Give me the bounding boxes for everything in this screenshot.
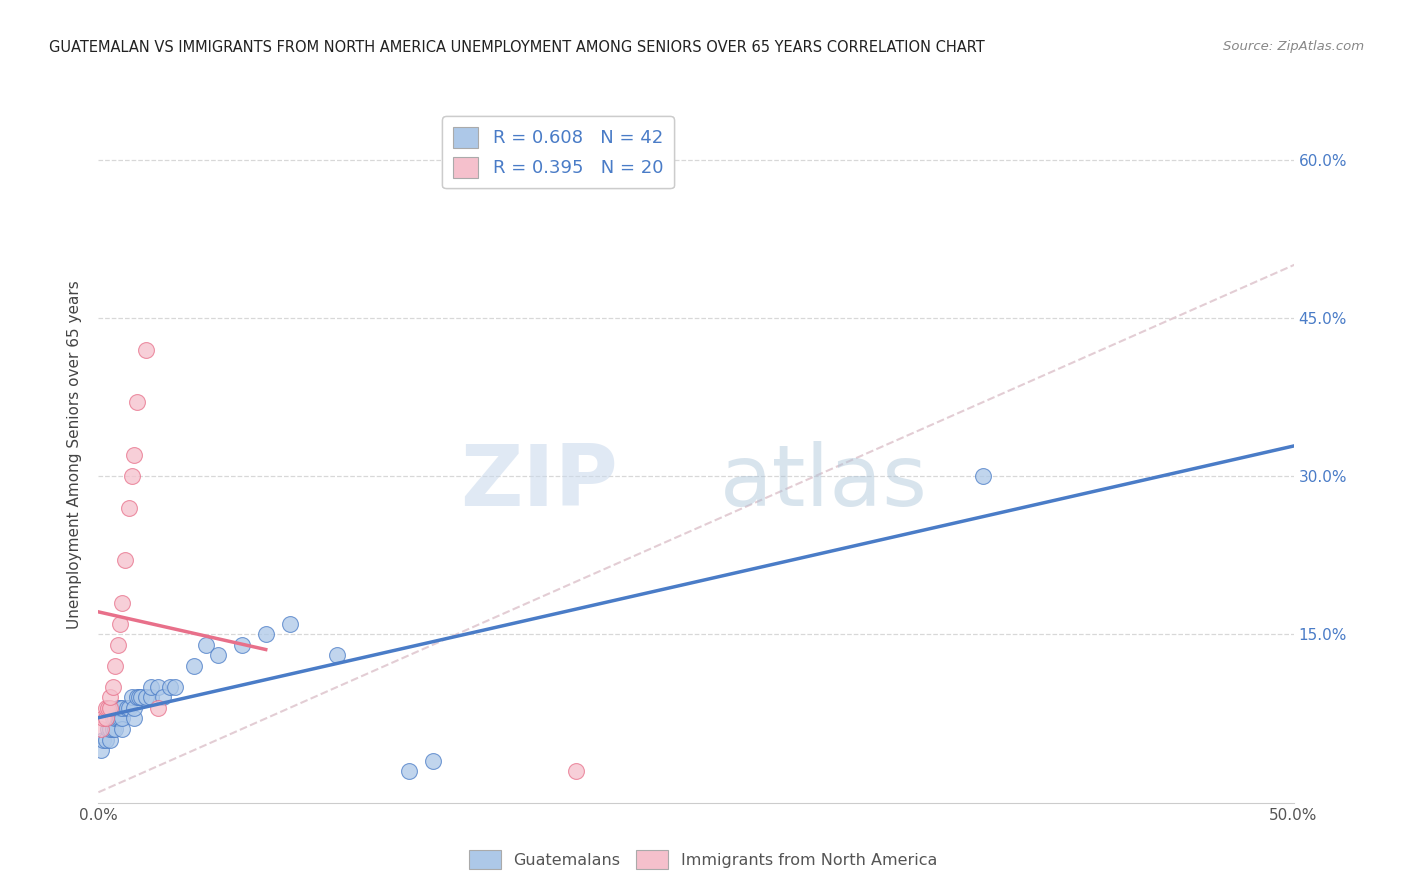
Point (152, 690, 174, 705)
Point (111, 595, 134, 609)
Point (111, 722, 134, 736)
Point (231, 638, 253, 652)
Point (148, 680, 170, 694)
Point (163, 680, 186, 694)
Legend: R = 0.608   N = 42, R = 0.395   N = 20: R = 0.608 N = 42, R = 0.395 N = 20 (441, 116, 673, 188)
Point (398, 764, 420, 779)
Point (101, 722, 124, 736)
Point (90, 722, 112, 736)
Text: GUATEMALAN VS IMMIGRANTS FROM NORTH AMERICA UNEMPLOYMENT AMONG SENIORS OVER 65 Y: GUATEMALAN VS IMMIGRANTS FROM NORTH AMER… (49, 40, 986, 55)
Point (97, 722, 120, 736)
Point (108, 701, 131, 715)
Point (207, 648, 229, 663)
Point (565, 764, 588, 779)
Point (101, 680, 124, 694)
Point (104, 711, 127, 725)
Point (114, 553, 136, 567)
Point (98, 701, 122, 715)
Point (278, 616, 301, 631)
Point (972, 469, 994, 483)
Point (111, 711, 134, 725)
Legend: Guatemalans, Immigrants from North America: Guatemalans, Immigrants from North Ameri… (463, 844, 943, 875)
Text: ZIP: ZIP (461, 442, 619, 524)
Point (94, 701, 117, 715)
Y-axis label: Unemployment Among Seniors over 65 years: Unemployment Among Seniors over 65 years (67, 281, 83, 629)
Point (118, 500, 141, 515)
Point (98, 722, 122, 736)
Point (124, 701, 146, 715)
Point (159, 680, 181, 694)
Point (148, 701, 170, 715)
Point (326, 648, 349, 663)
Text: atlas: atlas (720, 442, 928, 524)
Point (124, 448, 146, 462)
Point (91, 711, 114, 725)
Point (101, 711, 124, 725)
Point (128, 690, 150, 705)
Point (108, 616, 131, 631)
Point (107, 701, 129, 715)
Point (124, 711, 146, 725)
Point (107, 711, 129, 725)
Point (104, 658, 127, 673)
Point (98, 732, 122, 747)
Point (121, 690, 143, 705)
Point (91, 732, 114, 747)
Point (104, 722, 127, 736)
Point (131, 690, 153, 705)
Point (94, 732, 117, 747)
Point (139, 680, 162, 694)
Point (107, 638, 129, 652)
Point (135, 343, 157, 357)
Point (94, 711, 117, 725)
Point (98, 690, 122, 705)
Point (97, 701, 120, 715)
Point (254, 627, 277, 641)
Point (422, 754, 444, 768)
Point (125, 690, 148, 705)
Point (195, 638, 218, 652)
Point (90, 743, 112, 757)
Point (125, 395, 148, 409)
Point (183, 658, 205, 673)
Point (118, 701, 141, 715)
Point (108, 711, 131, 725)
Point (139, 690, 162, 705)
Point (135, 690, 157, 705)
Point (115, 701, 138, 715)
Text: Source: ZipAtlas.com: Source: ZipAtlas.com (1223, 40, 1364, 54)
Point (121, 469, 143, 483)
Point (111, 701, 134, 715)
